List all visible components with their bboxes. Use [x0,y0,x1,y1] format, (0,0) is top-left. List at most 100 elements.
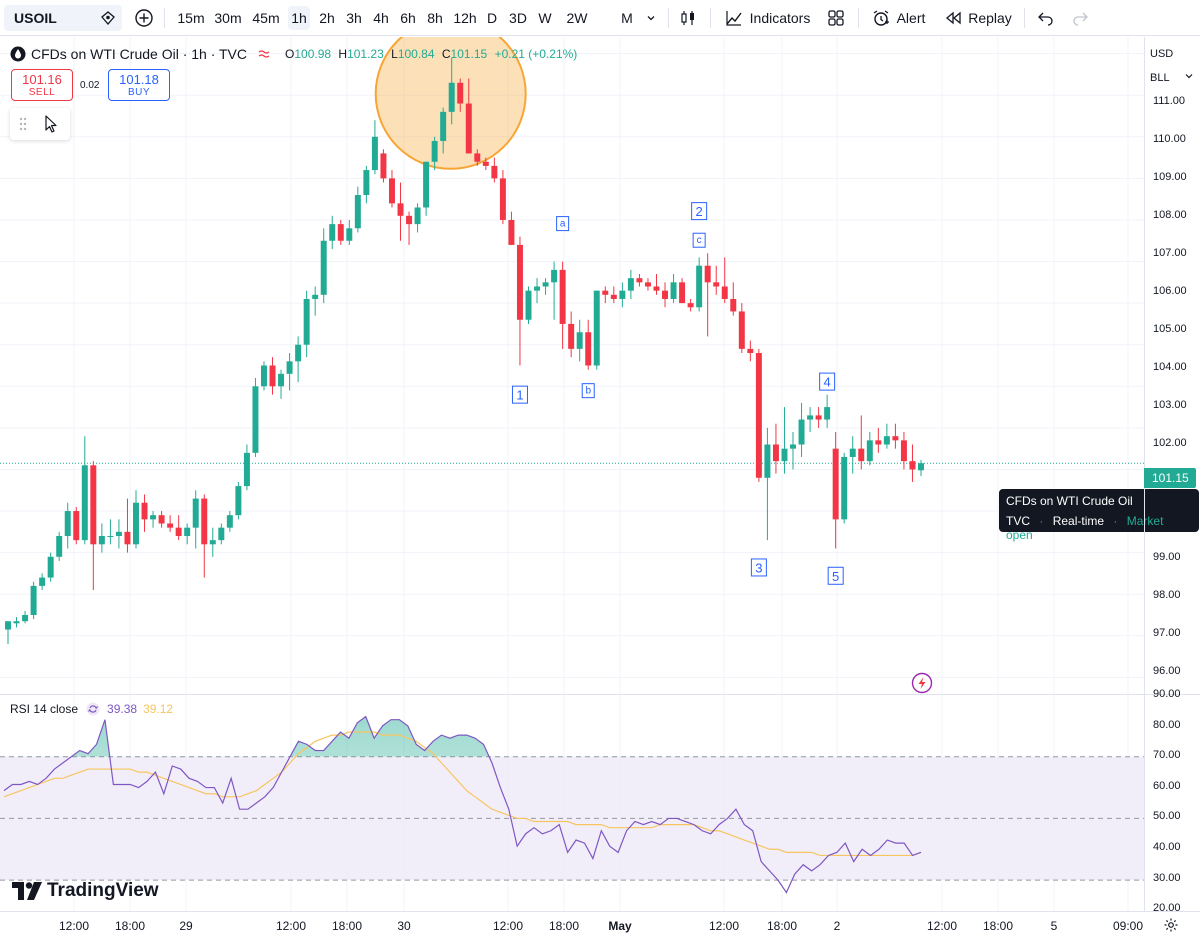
candle [662,282,669,308]
candle-body [184,527,191,536]
candle-body [192,498,199,528]
time-axis[interactable] [0,911,1200,944]
price-tick-label: 97.00 [1153,627,1181,639]
candle-body [807,415,814,420]
logo-text: TradingView [47,880,159,901]
interval-button-30m[interactable]: 30m [214,10,242,26]
sell-button[interactable]: 101.16 SELL [11,69,73,101]
wave-label-b: b [581,383,595,399]
candle [627,269,634,299]
interval-button-4h[interactable]: 4h [373,10,389,26]
refresh-icon[interactable] [86,702,100,716]
tradingview-icon [12,882,42,900]
lightning-icon[interactable] [911,672,933,699]
candle [807,407,814,433]
interval-button-w[interactable]: W [538,10,552,26]
interval-button-3h[interactable]: 3h [346,10,362,26]
symbol-search[interactable]: USOIL [4,5,122,31]
interval-button-6h[interactable]: 6h [400,10,416,26]
tradingview-logo[interactable]: TradingView [12,880,159,902]
buy-button[interactable]: 101.18 BUY [108,69,170,101]
candle-type-icon[interactable] [676,6,700,30]
candle [13,617,20,628]
chart-title[interactable]: CFDs on WTI Crude Oil · 1h · TVC [31,46,248,62]
wave-label-box [819,372,836,391]
rsi-pane[interactable] [0,695,1144,911]
price-chart-pane[interactable]: 1 a b c 2 3 4 5 [0,37,1144,694]
candle-body [602,290,609,295]
currency-label[interactable]: USD [1150,48,1174,60]
sell-label: SELL [28,87,56,98]
redo-icon[interactable] [1068,6,1092,30]
interval-button-8h[interactable]: 8h [427,10,443,26]
toolbar-separator [710,8,711,28]
price-tick-label: 103.00 [1153,399,1187,411]
candlestick-chart[interactable]: 1 a b c 2 3 4 5 [0,37,1144,694]
interval-button-d[interactable]: D [486,10,498,26]
candle-body [209,540,216,545]
candle [269,357,276,395]
symbol-tooltip: CFDs on WTI Crude Oil TVC · Real-time · … [999,489,1199,542]
candle-body [593,290,600,366]
top-toolbar: USOIL 15m 30m 45m 1h 2h 3h 4h 6h 8h 12h D 3D W 2W M In… [0,0,1200,36]
candle [260,361,267,391]
candle [346,219,353,245]
unit-label[interactable]: BLL [1150,71,1194,84]
settings-gear-icon[interactable] [1163,917,1179,938]
interval-button-15m[interactable]: 15m [177,10,205,26]
pane-divider[interactable] [0,694,1200,695]
drawing-toolbar [10,108,70,140]
close-value: 101.15 [450,47,488,61]
candle [559,261,566,349]
price-tick-label: 106.00 [1153,285,1187,297]
candle [772,423,779,474]
wave-label-text: c [697,235,702,246]
candle [56,531,63,561]
interval-button-m[interactable]: M [621,10,633,26]
price-axis[interactable]: 111.00 110.00 109.00 108.00 107.00 106.00 105.… [1144,37,1200,914]
candle-body [516,244,523,320]
candle-body [721,286,728,299]
time-tick-label: 12:00 [276,919,307,933]
interval-button-2h[interactable]: 2h [319,10,335,26]
cursor-icon [45,115,57,133]
interval-button-1h[interactable]: 1h [288,6,310,30]
wave-label-2: 2 [691,202,708,221]
indicators-button[interactable]: Indicators [722,6,812,30]
wave-label-1: 1 [511,385,528,404]
tooltip-source: TVC [1006,514,1030,528]
candle [849,436,856,474]
layouts-icon[interactable] [824,6,848,30]
rsi-label[interactable]: RSI 14 close [10,702,79,716]
interval-button-2w[interactable]: 2W [566,10,588,26]
candle-body [64,511,71,536]
wave-label-a: a [556,216,570,232]
time-tick-label: 18:00 [767,919,798,933]
interval-dropdown-icon[interactable] [643,6,659,30]
candle [542,278,549,295]
interval-button-3d[interactable]: 3D [509,10,527,26]
time-tick-label: 5 [1050,919,1058,933]
candle-body [866,440,873,462]
interval-button-12h[interactable]: 12h [453,10,477,26]
candle-body [849,448,856,457]
rsi-tick-label: 70.00 [1153,749,1181,761]
compare-icon[interactable] [100,10,116,31]
alert-label: Alert [896,10,926,26]
candle [704,253,711,337]
alert-button[interactable]: Alert [866,6,930,30]
replay-button[interactable]: Replay [942,6,1014,30]
undo-icon[interactable] [1034,6,1058,30]
interval-button-45m[interactable]: 45m [252,10,280,26]
rsi-value: 39.38 [107,702,138,716]
rsi-chart[interactable] [0,695,1144,911]
wave-label-text: 2 [696,204,703,219]
market-status-icon[interactable] [257,47,271,61]
candle-body [918,463,924,471]
price-tick-label: 99.00 [1153,551,1181,563]
candle [892,423,899,449]
candle-body [90,465,97,545]
candle [866,432,873,466]
alarm-clock-icon [873,10,889,26]
add-symbol-icon[interactable] [132,6,156,30]
